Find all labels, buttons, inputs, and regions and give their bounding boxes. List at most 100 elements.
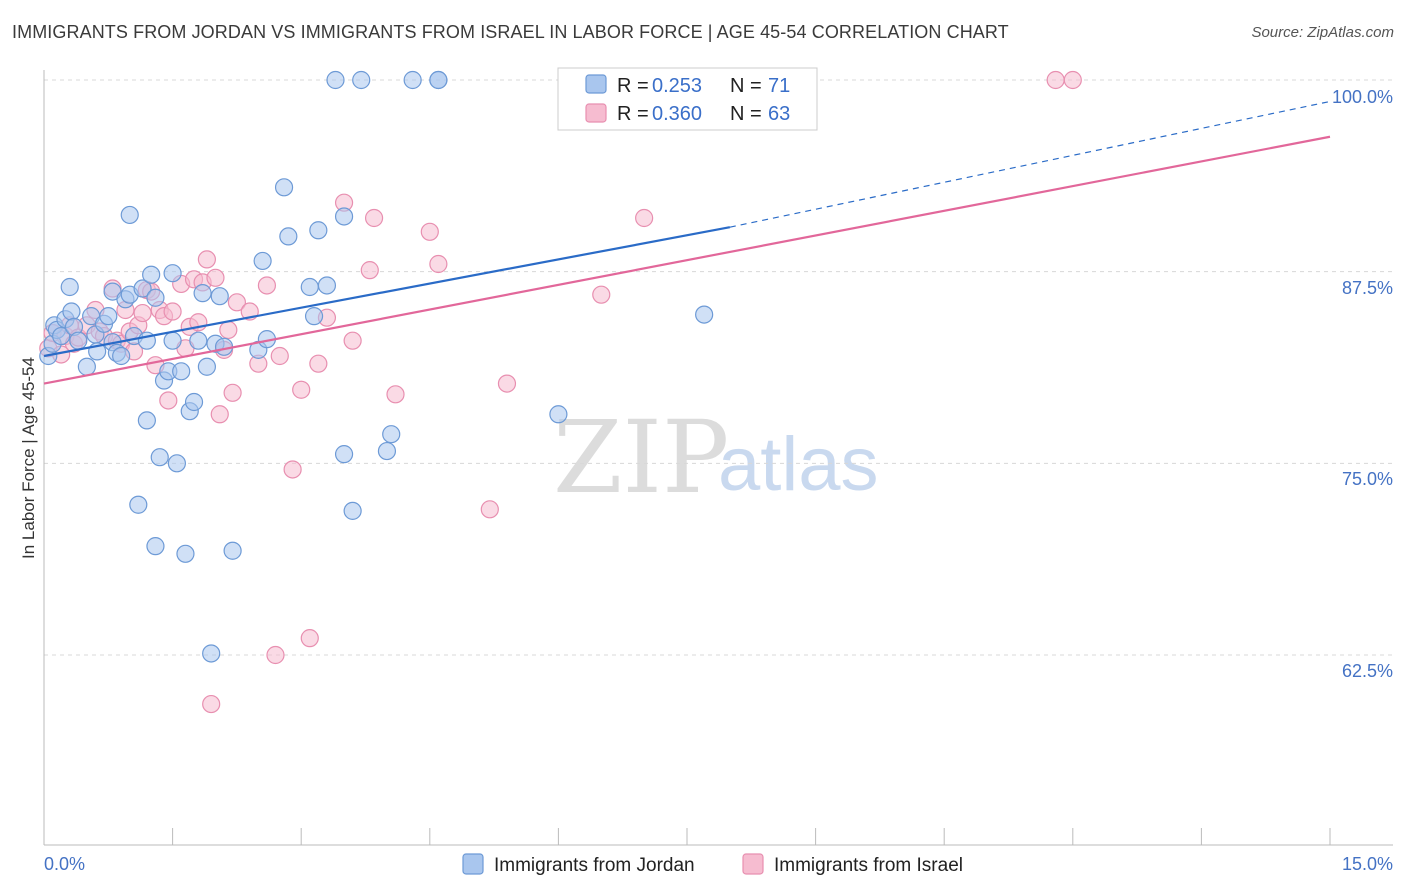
jordan-point-57: [317, 276, 337, 295]
legend-n-label-israel: N =: [730, 103, 762, 125]
legend-n-value-israel: 63: [768, 103, 790, 125]
bottom-legend: Immigrants from Jordan Immigrants from I…: [462, 853, 963, 876]
jordan-point-6: [60, 277, 79, 297]
jordan-point-29: [146, 288, 165, 307]
jordan-point-28: [142, 265, 161, 284]
y-tick-label-87.5: 87.5%: [1342, 278, 1393, 298]
israel-point-53: [364, 208, 384, 228]
israel-point-56: [429, 254, 448, 274]
jordan-point-68: [549, 405, 568, 424]
israel-point-48: [309, 354, 328, 373]
israel-point-59: [592, 285, 611, 304]
israel-point-62: [1063, 70, 1082, 90]
israel-point-39: [227, 293, 246, 312]
jordan-point-38: [176, 544, 195, 563]
jordan-point-65: [403, 70, 422, 90]
israel-point-46: [292, 380, 311, 399]
israel-point-52: [360, 261, 379, 280]
x-axis-ticks: [43, 828, 1331, 845]
israel-point-61: [1046, 70, 1065, 90]
jordan-point-59: [334, 207, 354, 226]
jordan-point-46: [210, 287, 229, 306]
jordan-point-15: [99, 307, 118, 326]
jordan-trend-line: [43, 226, 731, 358]
bottom-legend-swatch-israel: [742, 853, 764, 875]
jordan-point-9: [69, 331, 88, 350]
legend-r-label-jordan: R =: [617, 75, 649, 97]
jordan-point-55: [304, 307, 324, 326]
legend-r-label-israel: R =: [617, 103, 649, 125]
bottom-legend-label-israel: Immigrants from Israel: [774, 855, 963, 876]
israel-point-45: [283, 460, 302, 479]
x-tick-label-max: 15.0%: [1342, 854, 1393, 874]
bottom-legend-swatch-jordan: [462, 853, 484, 875]
y-tick-label-62.5: 62.5%: [1342, 661, 1393, 681]
israel-point-18: [133, 303, 152, 323]
jordan-point-43: [197, 357, 216, 376]
israel-trend-line: [43, 135, 1331, 385]
israel-point-37: [219, 320, 238, 340]
jordan-point-63: [377, 441, 397, 461]
israel-point-55: [420, 222, 439, 241]
jordan-point-36: [167, 454, 186, 473]
legend-r-value-israel: 0.360: [652, 103, 702, 125]
top-legend: R = 0.253 N = 71 R = 0.360 N = 63: [557, 67, 818, 131]
jordan-point-19: [112, 346, 131, 366]
jordan-point-48: [223, 541, 242, 560]
gridlines: [44, 79, 1393, 656]
legend-r-value-jordan: 0.253: [652, 75, 702, 97]
jordan-point-42: [193, 284, 212, 303]
israel-point-60: [635, 208, 654, 228]
y-tick-label-100.0: 100.0%: [1332, 87, 1393, 107]
israel-point-33: [202, 694, 221, 714]
legend-swatch-jordan: [585, 74, 607, 94]
jordan-point-70: [695, 305, 714, 324]
jordan-point-52: [274, 178, 294, 197]
jordan-point-24: [129, 495, 148, 514]
legend-n-label-jordan: N =: [730, 75, 762, 97]
israel-point-38: [223, 383, 242, 402]
israel-point-35: [210, 405, 229, 424]
trend-lines: [43, 100, 1331, 385]
jordan-point-35: [163, 331, 182, 350]
series-israel-points: [39, 70, 1082, 714]
jordan-trend-extension: [729, 100, 1331, 228]
jordan-point-10: [77, 357, 96, 376]
jordan-point-61: [343, 501, 362, 520]
legend-swatch-israel: [585, 103, 607, 123]
israel-point-58: [497, 374, 517, 393]
jordan-point-25: [133, 279, 152, 298]
jordan-point-34: [163, 264, 182, 283]
watermark-atlas: atlas: [718, 422, 879, 507]
jordan-point-41: [189, 331, 208, 350]
legend-n-value-jordan: 71: [768, 75, 790, 97]
israel-point-34: [206, 268, 225, 287]
israel-point-54: [386, 385, 405, 404]
israel-point-47: [300, 629, 319, 648]
bottom-legend-label-jordan: Immigrants from Jordan: [494, 855, 695, 876]
jordan-point-27: [137, 411, 156, 430]
jordan-point-58: [326, 70, 345, 90]
israel-point-44: [270, 346, 289, 366]
chart-title: IMMIGRANTS FROM JORDAN VS IMMIGRANTS FRO…: [12, 22, 1009, 42]
jordan-point-37: [172, 362, 191, 381]
jordan-point-44: [202, 644, 221, 663]
y-axis-label: In Labor Force | Age 45-54: [19, 357, 38, 559]
jordan-point-62: [352, 70, 371, 90]
jordan-point-31: [150, 448, 169, 467]
jordan-point-54: [300, 277, 319, 297]
israel-point-51: [343, 331, 362, 350]
israel-point-32: [197, 250, 216, 269]
jordan-point-40: [184, 392, 204, 412]
israel-point-24: [159, 391, 178, 410]
watermark-zip: ZIP: [553, 399, 729, 516]
jordan-point-50: [253, 251, 272, 271]
jordan-point-4: [52, 326, 71, 346]
israel-point-25: [163, 302, 182, 321]
x-tick-label-min: 0.0%: [44, 854, 85, 874]
jordan-point-56: [309, 221, 328, 240]
israel-point-43: [266, 645, 285, 665]
series-jordan-points: [39, 70, 714, 663]
jordan-point-64: [382, 425, 401, 444]
